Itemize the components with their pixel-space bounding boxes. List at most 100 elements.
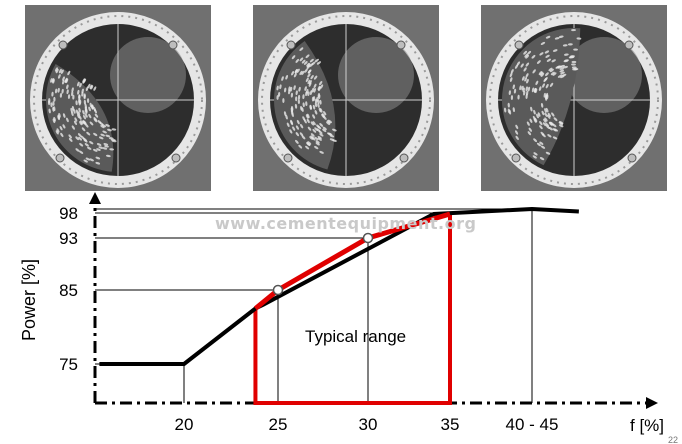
- media-speck: [306, 142, 311, 146]
- liner-bolt: [511, 153, 521, 163]
- media-speck: [538, 86, 542, 91]
- liner-bolt: [286, 40, 296, 50]
- media-speck: [532, 69, 536, 74]
- media-speck: [79, 99, 82, 105]
- media-speck: [277, 92, 281, 97]
- media-speck: [542, 83, 545, 88]
- media-speck: [509, 72, 513, 78]
- media-speck: [571, 60, 577, 64]
- reference-lines: [95, 208, 533, 403]
- media-speck: [79, 82, 82, 88]
- media-speck: [541, 110, 545, 116]
- media-speck: [314, 136, 319, 141]
- media-speck: [60, 69, 64, 74]
- media-speck: [544, 108, 547, 113]
- media-speck: [523, 50, 528, 55]
- media-speck: [301, 70, 305, 76]
- media-speck: [299, 47, 304, 51]
- media-speck: [71, 91, 74, 97]
- media-speck: [102, 147, 108, 150]
- media-speck: [296, 68, 300, 73]
- media-speck: [309, 105, 312, 110]
- media-speck: [83, 93, 86, 99]
- media-speck: [307, 69, 312, 74]
- media-speck: [306, 62, 310, 67]
- media-speck: [530, 106, 533, 112]
- media-speck: [291, 71, 295, 76]
- media-speck: [292, 126, 296, 131]
- media-speck: [293, 72, 297, 78]
- media-speck: [562, 44, 568, 47]
- media-speck: [305, 101, 308, 107]
- media-speck: [96, 148, 101, 151]
- media-speck: [552, 72, 557, 76]
- media-speck: [528, 127, 532, 132]
- media-speck: [58, 74, 61, 79]
- y-tick-label: 85: [59, 281, 78, 300]
- media-speck: [302, 94, 305, 100]
- media-speck: [84, 143, 89, 147]
- media-speck: [50, 102, 53, 108]
- media-speck: [83, 120, 87, 125]
- media-speck: [313, 83, 317, 89]
- media-speck: [93, 86, 97, 91]
- media-speck: [317, 92, 320, 98]
- charge-texture: [276, 47, 337, 154]
- media-speck: [524, 53, 529, 58]
- x-tick-label: 25: [269, 415, 288, 434]
- media-speck: [80, 135, 85, 140]
- media-speck: [332, 139, 337, 142]
- media-speck: [567, 43, 573, 46]
- media-speck: [314, 98, 318, 104]
- media-speck: [66, 117, 69, 123]
- media-speck: [68, 134, 72, 139]
- media-speck: [110, 138, 116, 142]
- media-speck: [558, 124, 564, 128]
- media-speck: [290, 119, 293, 125]
- media-speck: [295, 139, 299, 144]
- media-speck: [510, 69, 514, 74]
- grinding-charge: [501, 27, 581, 166]
- media-speck: [573, 48, 578, 51]
- media-speck: [551, 59, 556, 63]
- charge-texture: [504, 28, 582, 161]
- media-speck: [533, 152, 538, 156]
- media-speck: [547, 134, 552, 138]
- media-speck: [532, 155, 537, 159]
- liner-bolt: [399, 153, 409, 163]
- series-lines: [99, 207, 579, 366]
- media-speck: [71, 125, 75, 130]
- media-speck: [296, 119, 300, 125]
- media-speck: [71, 87, 74, 93]
- media-speck: [552, 128, 557, 132]
- media-speck: [542, 122, 547, 127]
- media-speck: [319, 133, 324, 137]
- media-speck: [54, 67, 58, 72]
- y-tick-label: 75: [59, 355, 78, 374]
- media-speck: [531, 87, 535, 93]
- media-speck: [77, 133, 82, 137]
- media-speck: [314, 58, 319, 63]
- media-speck: [83, 99, 87, 105]
- media-speck: [111, 128, 117, 131]
- point-markers: [272, 232, 374, 296]
- media-speck: [284, 87, 287, 93]
- media-speck: [55, 130, 59, 135]
- media-speck: [65, 78, 69, 84]
- media-speck: [52, 101, 55, 106]
- page-number: 22: [668, 435, 678, 444]
- media-speck: [313, 88, 316, 93]
- media-speck: [525, 62, 530, 67]
- x-tick-labels: 20 25 30 35 40 - 45: [175, 415, 559, 434]
- media-speck: [282, 98, 285, 103]
- media-speck: [312, 114, 316, 119]
- media-speck: [77, 113, 80, 119]
- media-speck: [317, 137, 322, 141]
- media-speck: [302, 102, 305, 108]
- x-tick-label: 20: [175, 415, 194, 434]
- media-speck: [549, 68, 554, 73]
- media-speck: [86, 131, 91, 136]
- media-speck: [535, 80, 539, 86]
- x-axis-title: f [%]: [630, 416, 664, 435]
